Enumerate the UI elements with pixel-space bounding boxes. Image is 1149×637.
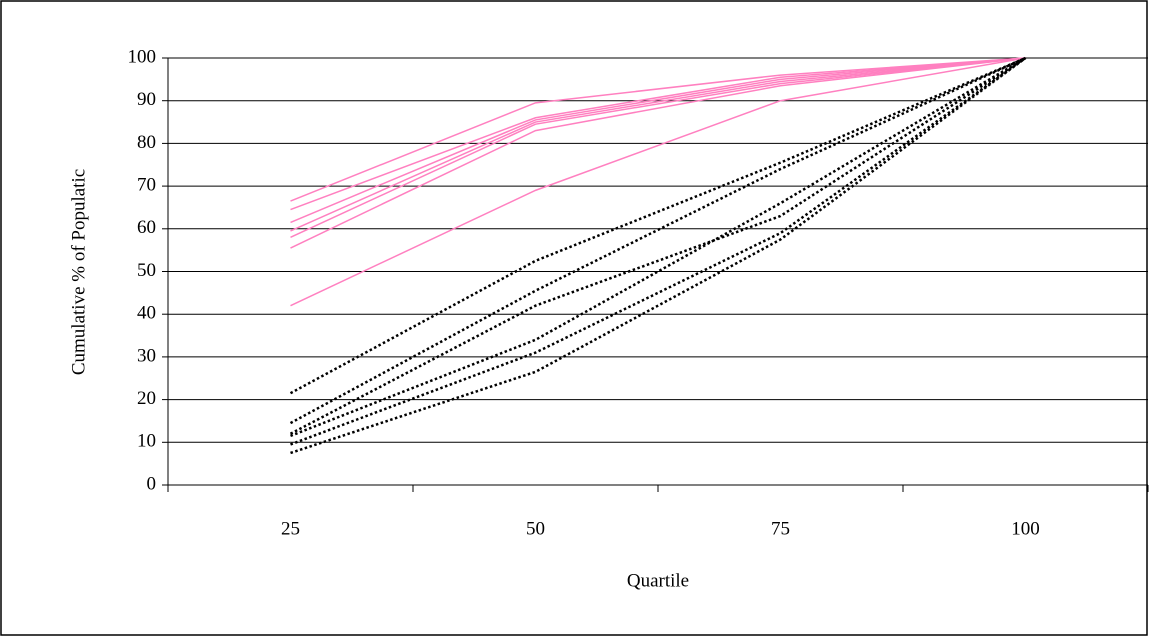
series-line — [289, 56, 1027, 425]
series-line — [289, 56, 1027, 435]
series-line — [290, 57, 1026, 224]
y-tick-label: 80 — [137, 132, 156, 153]
series-line — [290, 57, 1026, 211]
y-tick-label: 100 — [128, 46, 157, 67]
x-tick-label: 25 — [281, 518, 300, 539]
y-tick-label: 20 — [137, 388, 156, 409]
series-line — [290, 57, 1026, 239]
y-tick-label: 50 — [137, 260, 156, 281]
y-tick-label: 30 — [137, 345, 156, 366]
x-tick-label: 50 — [526, 518, 545, 539]
y-tick-label: 0 — [147, 473, 157, 494]
x-tick-label: 75 — [771, 518, 790, 539]
series-line — [290, 56, 1027, 455]
y-tick-label: 70 — [137, 174, 156, 195]
series-line — [290, 57, 1026, 307]
y-tick-label: 10 — [137, 431, 156, 452]
series-line — [290, 57, 1026, 232]
series-line — [290, 57, 1026, 202]
series-line — [290, 56, 1027, 446]
x-axis-label: Quartile — [627, 570, 689, 591]
series-line — [290, 56, 1027, 438]
series-line — [290, 57, 1026, 249]
y-tick-label: 40 — [137, 303, 156, 324]
series-line — [289, 56, 1026, 395]
y-tick-label: 90 — [137, 89, 156, 110]
x-tick-label: 100 — [1011, 518, 1040, 539]
y-tick-label: 60 — [137, 217, 156, 238]
y-axis-label: Cumulative % of Populatic — [68, 169, 89, 375]
